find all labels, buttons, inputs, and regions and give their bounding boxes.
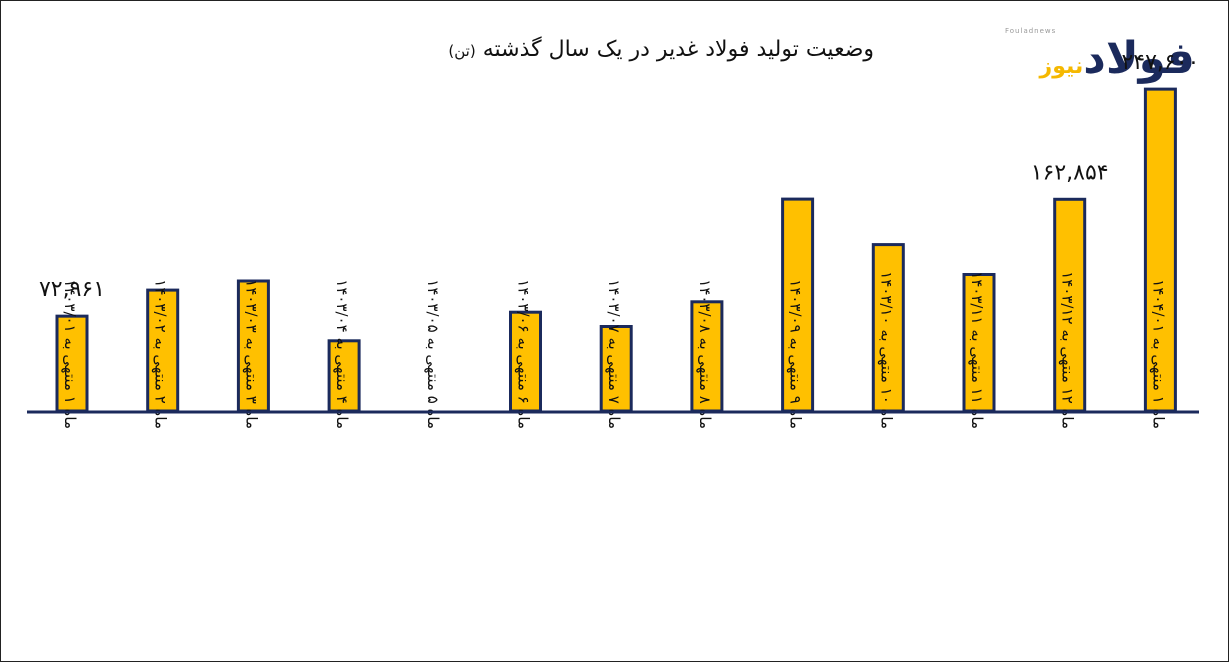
bar — [599, 325, 633, 413]
logo-main-text: فولادنیوز — [1040, 31, 1195, 95]
bar — [1053, 197, 1087, 413]
x-tick-label: ماه ۸ منتهی به ۱۴۰۳/۰۸ — [696, 279, 714, 429]
bar — [781, 197, 815, 413]
x-tick-label: ماه ۵ منتهی به ۱۴۰۳/۰۵ — [424, 279, 442, 429]
chart-title: وضعیت تولید فولاد غدیر در یک سال گذشته (… — [448, 37, 874, 62]
x-tick-label: ماه ۱۱ منتهی به ۱۴۰۳/۱۱ — [968, 271, 986, 429]
bar — [509, 310, 542, 413]
logo-part-foulad: فولاد — [1083, 33, 1195, 84]
bar — [146, 288, 180, 413]
bar — [236, 279, 270, 413]
x-tick-label: ماه ۷ منتهی به ۱۴۰۳/۰۷ — [605, 279, 623, 429]
logo-part-news: نیوز — [1039, 54, 1084, 79]
x-tick-label: ماه ۱ منتهی به ۱۴۰۳/۰۱ — [61, 279, 79, 429]
chart-title-text: وضعیت تولید فولاد غدیر در یک سال گذشته — [482, 37, 874, 62]
x-tick-label: ماه ۱۰ منتهی به ۱۴۰۳/۱۰ — [877, 271, 895, 429]
x-tick-label: ماه ۳ منتهی به ۱۴۰۳/۰۳ — [242, 279, 260, 429]
logo-small-text: Fouladnews — [1005, 27, 1057, 35]
bar — [1143, 87, 1177, 413]
x-tick-label: ماه ۹ منتهی به ۱۴۰۳/۰۹ — [787, 279, 805, 429]
bar — [690, 300, 724, 413]
data-label: ۲۴۷,۶۰۰ — [1121, 50, 1199, 75]
fouladnews-logo: Fouladnews فولادنیوز — [1005, 23, 1195, 95]
x-tick-label: ماه ۱ منتهی به ۱۴۰۴/۰۱ — [1149, 279, 1167, 429]
x-tick-label: ماه ۴ منتهی به ۱۴۰۳/۰۴ — [333, 279, 351, 429]
data-label: ۷۲,۹۶۱ — [39, 277, 105, 302]
bar — [327, 339, 361, 413]
data-label: ۱۶۲,۸۵۴ — [1031, 160, 1109, 185]
bar — [871, 243, 905, 413]
chart-title-unit: (تن) — [448, 42, 476, 60]
x-tick-label: ماه ۲ منتهی به ۱۴۰۳/۰۲ — [152, 279, 170, 429]
x-tick-label: ماه ۶ منتهی به ۱۴۰۳/۰۶ — [515, 279, 533, 429]
x-tick-label: ماه ۱۲ منتهی به ۱۴۰۳/۱۲ — [1059, 271, 1077, 429]
bar — [962, 273, 996, 413]
bar — [55, 314, 89, 413]
